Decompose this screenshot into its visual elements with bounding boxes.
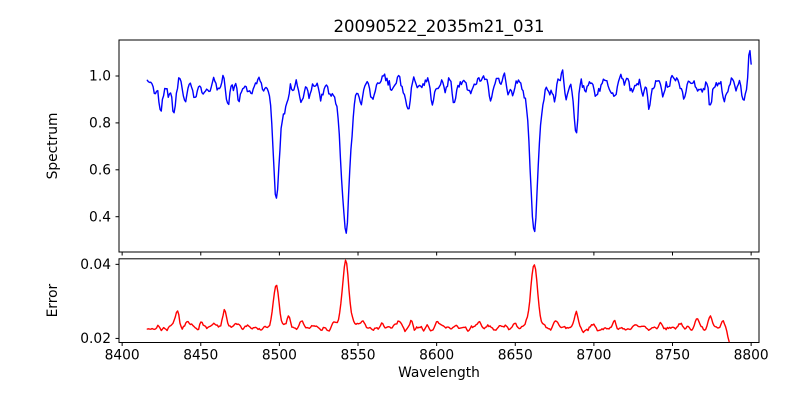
axes-frame-and-ticks: 0.4 0.6 0.8 1.0 8400 8450 8500 8550 8600 8650 8700… bbox=[80, 39, 769, 364]
spectrum-y-axis-label: Spectrum bbox=[45, 113, 61, 180]
error-y-axis-label: Error bbox=[45, 283, 61, 317]
y-tick-label: 0.6 bbox=[89, 163, 111, 179]
plot-title: 20090522_2035m21_031 bbox=[333, 17, 544, 37]
x-tick-label: 8650 bbox=[498, 348, 533, 364]
y-tick-label: 0.04 bbox=[80, 257, 111, 273]
x-tick-label: 8800 bbox=[734, 348, 769, 364]
x-tick-label: 8750 bbox=[655, 348, 690, 364]
x-tick-label: 8450 bbox=[183, 348, 218, 364]
y-tick-label: 1.0 bbox=[89, 69, 111, 85]
spectrum-line bbox=[146, 49, 752, 234]
error-line bbox=[146, 259, 730, 343]
x-tick-label: 8400 bbox=[105, 348, 140, 364]
y-tick-label: 0.02 bbox=[80, 331, 111, 347]
x-axis-label: Wavelength bbox=[398, 365, 480, 381]
x-tick-label: 8550 bbox=[340, 348, 375, 364]
x-tick-label: 8600 bbox=[419, 348, 454, 364]
x-tick-label: 8700 bbox=[576, 348, 611, 364]
panel-frame bbox=[118, 39, 760, 253]
y-tick-label: 0.4 bbox=[89, 209, 111, 225]
x-tick-label: 8500 bbox=[262, 348, 297, 364]
panel-frame bbox=[118, 258, 760, 343]
y-tick-label: 0.8 bbox=[89, 116, 111, 132]
data-series-lines bbox=[146, 49, 752, 343]
